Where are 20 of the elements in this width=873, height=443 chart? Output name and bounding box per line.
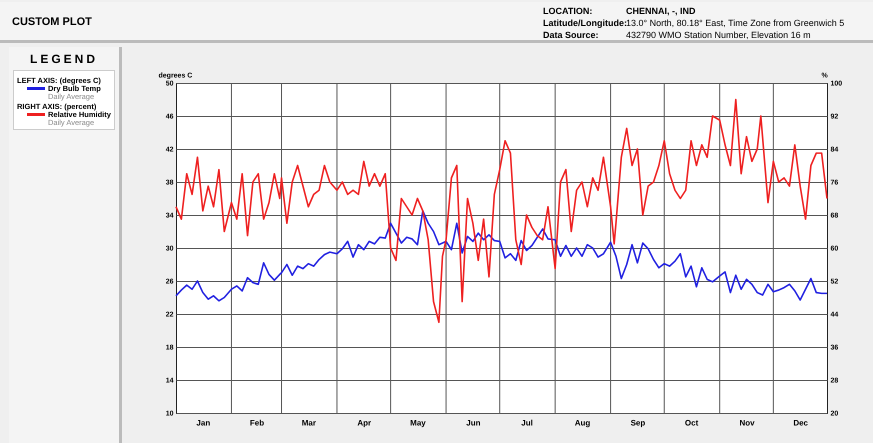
- x-tick-label: Dec: [793, 418, 809, 428]
- x-tick-label: Apr: [357, 418, 372, 428]
- x-tick-label: Oct: [684, 418, 699, 428]
- x-tick-label: Feb: [250, 418, 264, 428]
- x-tick-label: Sep: [630, 418, 646, 428]
- text: Latitude/Longitude:: [543, 18, 627, 28]
- x-tick-label: May: [410, 418, 426, 428]
- x-tick-label: Mar: [302, 418, 316, 428]
- x-tick-label: Jun: [466, 418, 481, 428]
- text: 13.0° North, 80.18° East, Time Zone from Greenwich 5: [626, 18, 844, 28]
- x-tick-label: Nov: [739, 418, 756, 428]
- x-tick-label: Jul: [521, 418, 533, 428]
- text: CHENNAI, -, IND: [626, 6, 696, 16]
- legend-title: LEGEND: [28, 52, 99, 66]
- text: LOCATION:: [543, 6, 592, 16]
- source-note: Data Source:: [543, 30, 599, 40]
- x-tick-label: Aug: [574, 418, 590, 428]
- text: 432790 WMO Station Number, Elevation 16 m: [626, 30, 811, 40]
- text: CUSTOM PLOT: [12, 16, 92, 28]
- x-tick-label: Jan: [196, 418, 210, 428]
